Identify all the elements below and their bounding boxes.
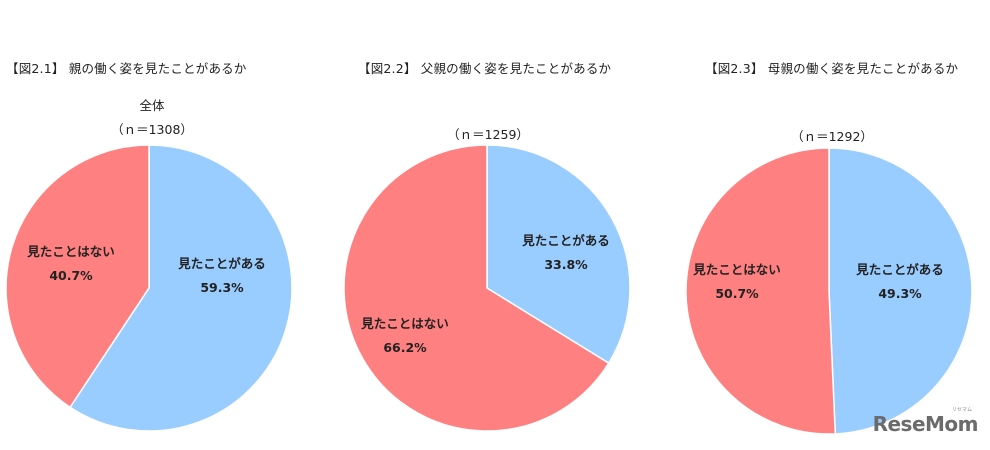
pie-chart: 見たことがある 59.3% 見たことはない 40.7%	[5, 144, 293, 432]
slice-seen	[486, 144, 631, 365]
slice-value-label: 40.7%	[49, 268, 93, 283]
slice-value-label: 33.8%	[544, 257, 588, 272]
slice-value-label: 66.2%	[383, 340, 427, 355]
slice-value-label: 50.7%	[715, 286, 759, 301]
chart-panel-3: 【図2.3】 母親の働く姿を見たことがあるか （ｎ＝1292） 見たことがある 4…	[660, 0, 990, 450]
chart-title: 【図2.1】 親の働く姿を見たことがあるか	[6, 61, 247, 76]
slice-category-label: 見たことがある	[855, 262, 944, 277]
pie-chart: 見たことがある 33.8% 見たことはない 66.2%	[343, 144, 631, 432]
slice-seen	[828, 147, 973, 435]
sample-size-label: （ｎ＝1308）	[111, 122, 193, 137]
slice-category-label: 見たことはない	[26, 244, 115, 259]
slice-not-seen	[343, 144, 610, 432]
slice-not-seen	[5, 144, 150, 409]
slice-category-label: 見たことはない	[692, 262, 781, 277]
chart-subtitle: 全体	[139, 98, 165, 113]
slice-value-label: 49.3%	[878, 286, 922, 301]
slice-category-label: 見たことがある	[521, 233, 610, 248]
slice-not-seen	[685, 147, 837, 435]
chart-title: 【図2.2】 父親の働く姿を見たことがあるか	[358, 61, 612, 76]
slice-value-label: 59.3%	[200, 280, 244, 295]
sample-size-label: （ｎ＝1292）	[791, 129, 873, 144]
resemom-logo: ReseMom	[872, 412, 979, 436]
slice-category-label: 見たことがある	[177, 256, 266, 271]
slice-seen	[69, 144, 293, 432]
chart-panel-2: 【図2.2】 父親の働く姿を見たことがあるか （ｎ＝1259） 見たことがある 3…	[330, 0, 660, 450]
slice-category-label: 見たことはない	[360, 316, 449, 331]
watermark-ruby: リセマム	[951, 407, 972, 413]
chart-panel-1: 【図2.1】 親の働く姿を見たことがあるか 全体 （ｎ＝1308） 見たことがあ…	[0, 0, 330, 450]
chart-title: 【図2.3】 母親の働く姿を見たことがあるか	[705, 61, 959, 76]
sample-size-label: （ｎ＝1259）	[447, 127, 529, 142]
pie-chart: 見たことがある 49.3% 見たことはない 50.7%	[685, 147, 973, 435]
